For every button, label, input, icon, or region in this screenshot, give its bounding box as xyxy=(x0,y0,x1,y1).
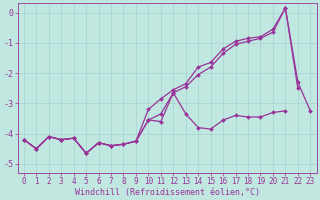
X-axis label: Windchill (Refroidissement éolien,°C): Windchill (Refroidissement éolien,°C) xyxy=(75,188,260,197)
